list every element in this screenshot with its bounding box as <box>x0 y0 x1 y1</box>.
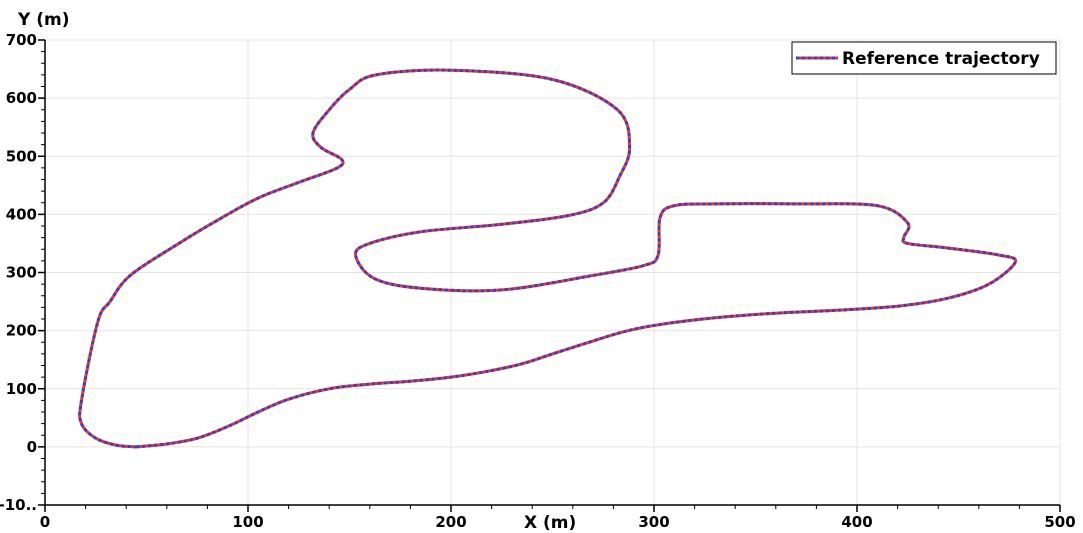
series-line-base <box>78 68 1018 449</box>
ticks: 0 100 200 300 400 500-10..0100200300400500600… <box>0 31 1076 531</box>
x-tick-label: 500 <box>1044 513 1075 531</box>
y-tick-label: 400 <box>6 205 37 223</box>
series-layer <box>78 68 1018 449</box>
y-tick-label: -10.. <box>0 496 37 514</box>
y-tick-label: 300 <box>6 264 37 282</box>
y-tick-label: 500 <box>6 147 37 165</box>
x-tick-label: 100 <box>232 513 263 531</box>
legend: Reference trajectory <box>791 41 1057 75</box>
x-tick-label: 0 <box>40 513 50 531</box>
grid <box>45 39 1061 505</box>
y-tick-label: 200 <box>6 322 37 340</box>
x-tick-label: 300 <box>638 513 669 531</box>
y-tick-label: 700 <box>6 31 37 49</box>
y-axis-title: Y (m) <box>17 10 69 30</box>
series-line-dash <box>78 68 1018 449</box>
legend-label: Reference trajectory <box>842 49 1040 69</box>
y-tick-label: 0 <box>27 438 37 456</box>
x-tick-label: 200 <box>435 513 466 531</box>
x-tick-label: 400 <box>841 513 872 531</box>
x-axis-title: X (m) <box>524 513 576 533</box>
y-tick-label: 600 <box>6 89 37 107</box>
y-tick-label: 100 <box>6 380 37 398</box>
